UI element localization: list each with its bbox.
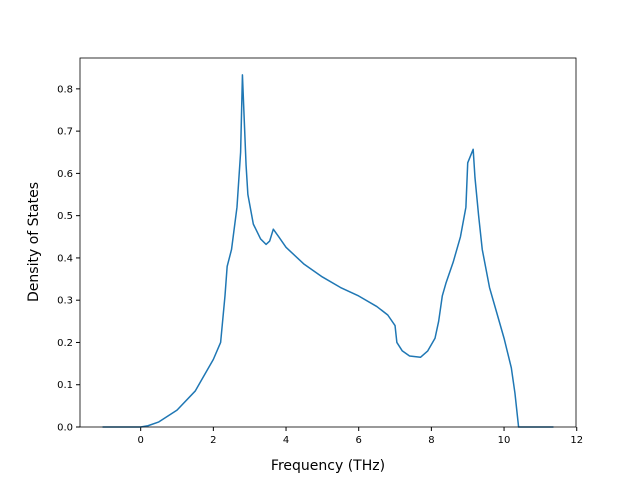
- y-tick-label: 0.7: [57, 127, 73, 138]
- line: [102, 74, 554, 428]
- y-tick-label: 0.2: [57, 338, 73, 349]
- x-tick-label: 2: [210, 435, 216, 446]
- y-tick-label: 0.5: [57, 211, 73, 222]
- y-tick-label: 0.8: [57, 84, 73, 95]
- y-tick-label: 0.1: [57, 380, 73, 391]
- x-tick-label: 6: [356, 435, 362, 446]
- x-tick-label: 10: [498, 435, 511, 446]
- y-tick-label: 0.6: [57, 169, 73, 180]
- plot-frame: [79, 57, 577, 428]
- x-tick-label: 0: [137, 435, 143, 446]
- x-tick-label: 4: [283, 435, 289, 446]
- x-tick-label: 8: [428, 435, 434, 446]
- x-axis-label: Frequency (THz): [271, 458, 385, 474]
- y-tick-label: 0.0: [57, 423, 73, 434]
- x-tick-label: 12: [570, 435, 583, 446]
- y-tick-label: 0.4: [57, 253, 73, 264]
- y-tick-label: 0.3: [57, 296, 73, 307]
- y-axis-label: Density of States: [26, 182, 42, 302]
